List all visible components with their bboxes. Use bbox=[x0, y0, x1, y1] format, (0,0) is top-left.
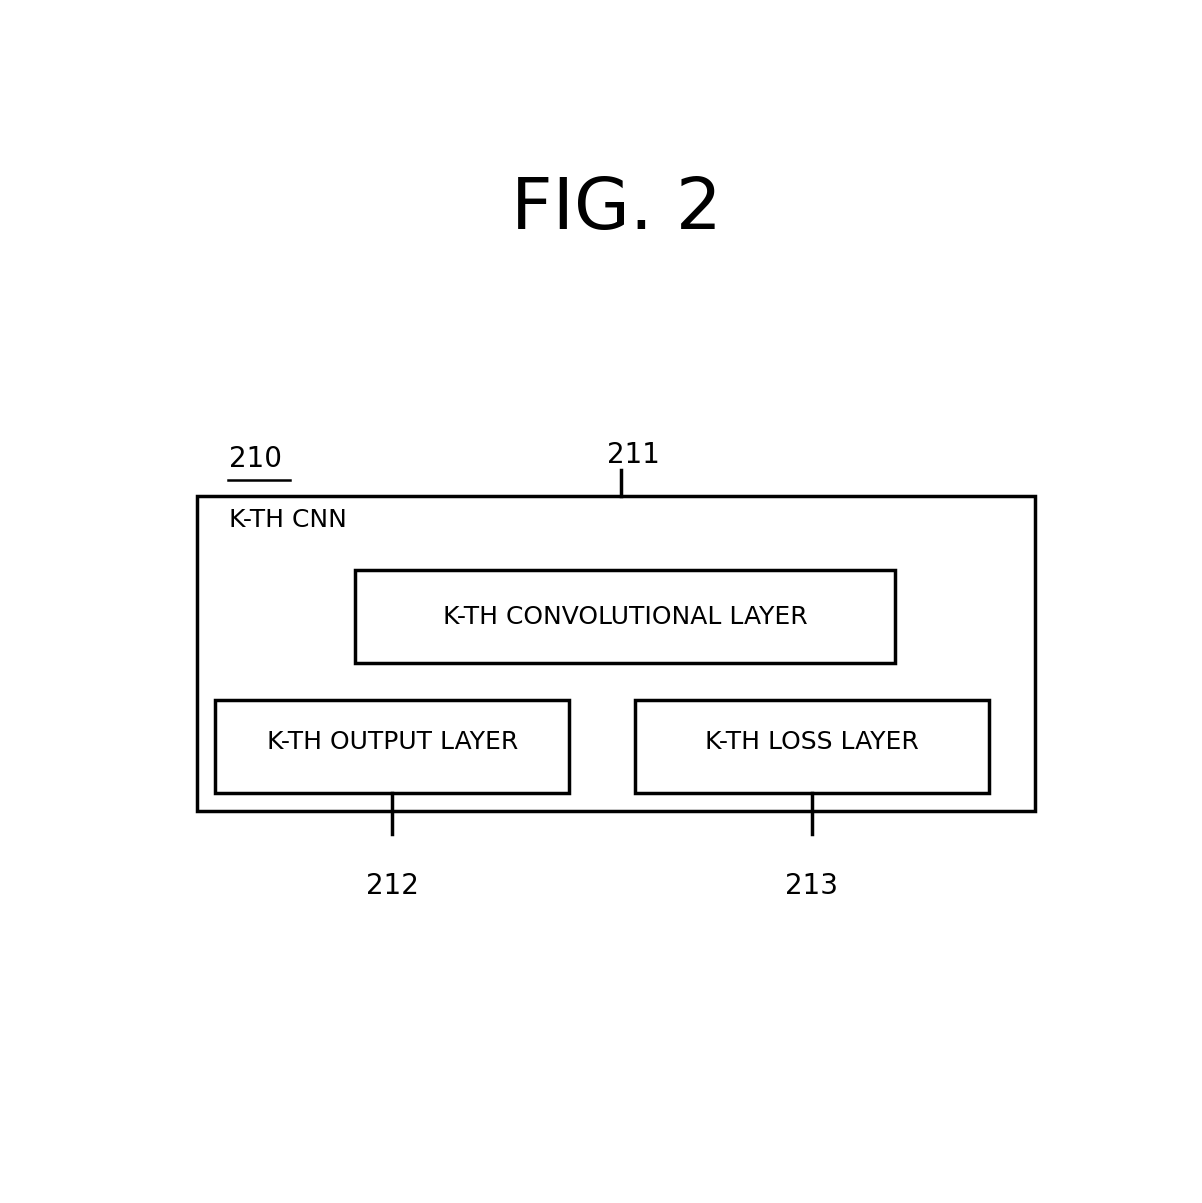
Bar bbox=[635, 700, 988, 793]
Text: K-TH LOSS LAYER: K-TH LOSS LAYER bbox=[704, 730, 918, 754]
Text: K-TH CNN: K-TH CNN bbox=[230, 508, 347, 532]
Bar bbox=[197, 497, 1035, 811]
Text: 212: 212 bbox=[367, 871, 418, 900]
Text: 211: 211 bbox=[607, 440, 660, 468]
Text: FIG. 2: FIG. 2 bbox=[511, 174, 721, 244]
Text: 210: 210 bbox=[230, 445, 282, 473]
Text: K-TH CONVOLUTIONAL LAYER: K-TH CONVOLUTIONAL LAYER bbox=[444, 605, 808, 629]
Text: K-TH OUTPUT LAYER: K-TH OUTPUT LAYER bbox=[267, 730, 518, 754]
Bar bbox=[215, 700, 570, 793]
Bar bbox=[356, 570, 895, 663]
Text: 213: 213 bbox=[785, 871, 838, 900]
